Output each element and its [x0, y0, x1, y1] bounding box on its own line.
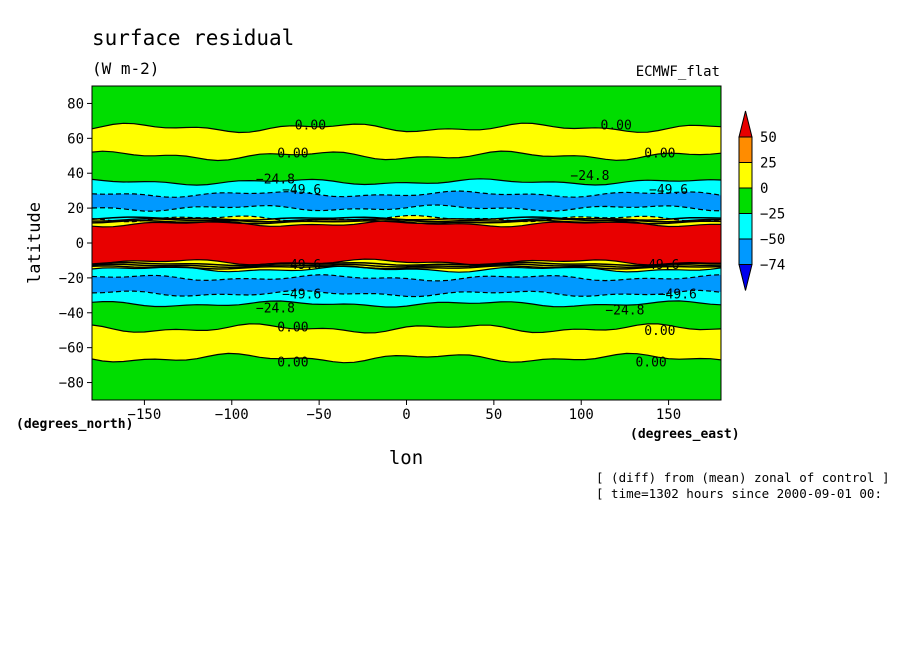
band-12: [92, 300, 721, 333]
y-tick-label: −40: [59, 306, 84, 322]
contour-labels: 0.00 0.000.00 0.00−24.8 −24.8−49.6 −49.6−49.…: [256, 118, 697, 370]
x-tick-label: 0: [402, 407, 410, 423]
band-3: [92, 178, 721, 198]
tropic-contour-4: [91, 263, 722, 268]
experiment-label: ECMWF_flat: [636, 64, 720, 80]
contour-label: 0.00: [644, 324, 675, 339]
contour-line-7: [91, 258, 721, 266]
contour-label: −49.6: [282, 288, 321, 303]
colorbar-label: 0: [760, 181, 768, 197]
contour-line-2: [91, 178, 722, 186]
contour-line-9: [91, 274, 722, 282]
x-axis-label: lon: [389, 447, 423, 469]
colorbar-segment: [738, 213, 753, 240]
contour-label: −49.6: [282, 258, 321, 273]
band-2: [92, 151, 721, 186]
contour-label: 0.00: [635, 356, 666, 371]
contour-line-13: [91, 352, 722, 364]
band-7: [92, 220, 721, 266]
contour-line-4: [91, 204, 722, 212]
contour-label: −49.6: [640, 258, 679, 273]
tropic-contour-2: [91, 216, 722, 221]
colorbar: 50 25 0 −25 −50 −74: [738, 110, 785, 291]
contour-label: 0.00: [277, 321, 308, 336]
contour-label: −24.8: [605, 303, 644, 318]
y-axis-ticks: 80 60 40 20 0 −20 −40 −60 −80: [59, 96, 92, 392]
x-tick-label: −50: [306, 407, 331, 423]
x-tick-label: 100: [569, 407, 594, 423]
contour-label: −24.8: [570, 169, 609, 184]
band-4: [92, 191, 721, 212]
contour-label: −49.6: [658, 288, 697, 303]
contour-label: −49.6: [282, 183, 321, 198]
tropic-contour-1: [91, 219, 722, 225]
filled-bands: [92, 86, 721, 400]
colorbar-top-arrow: [738, 110, 753, 138]
colorbar-segment: [738, 187, 753, 214]
contour-label: −49.6: [649, 183, 688, 198]
y-tick-label: 40: [67, 166, 84, 182]
contour-line-3: [91, 190, 722, 198]
tropic-contour-5: [91, 265, 722, 270]
chart-title: surface residual: [92, 26, 294, 50]
tropic-contour-3: [91, 261, 721, 267]
contour-line-1: [91, 150, 722, 162]
contour-line-10: [91, 289, 722, 298]
y-units-label: (degrees_north): [16, 417, 133, 432]
y-tick-label: 60: [67, 131, 84, 147]
footer-line-1: [ (diff) from (mean) zonal of control ]: [596, 470, 890, 485]
x-tick-label: −100: [215, 407, 249, 423]
x-units-label: (degrees_east): [630, 427, 740, 442]
band-14: [92, 353, 721, 400]
band-13: [92, 323, 721, 363]
chart-units: (W m-2): [92, 59, 159, 78]
y-tick-label: 20: [67, 201, 84, 217]
band-9: [92, 266, 721, 281]
colorbar-label: −50: [760, 232, 785, 248]
contour-label: 0.00: [295, 118, 326, 133]
colorbar-label: −74: [760, 258, 785, 274]
colorbar-label: 50: [760, 130, 777, 146]
y-tick-label: 80: [67, 96, 84, 112]
contour-label: 0.00: [277, 146, 308, 161]
contour-label: 0.00: [601, 118, 632, 133]
x-tick-label: −150: [128, 407, 162, 423]
contour-line-11: [91, 300, 722, 308]
colorbar-segment: [738, 238, 753, 265]
y-tick-label: −20: [59, 271, 84, 287]
colorbar-bottom-arrow: [738, 264, 753, 291]
footer-line-2: [ time=1302 hours since 2000-09-01 00:: [596, 486, 882, 501]
contour-lines: [91, 122, 722, 364]
colorbar-segment: [738, 162, 753, 189]
y-tick-label: 0: [76, 236, 84, 252]
colorbar-segment: [738, 136, 753, 163]
y-tick-label: −60: [59, 341, 84, 357]
colorbar-label: 25: [760, 156, 777, 172]
contour-label: 0.00: [644, 146, 675, 161]
x-axis-ticks: −150 −100 −50 0 50 100 150: [128, 400, 681, 423]
band-11: [92, 290, 721, 307]
contour-line-0: [91, 122, 722, 134]
contour-line-12: [91, 323, 722, 334]
colorbar-label: −25: [760, 207, 785, 223]
band-0: [92, 86, 721, 133]
y-axis-label: latitude: [25, 202, 45, 284]
x-tick-label: 50: [485, 407, 502, 423]
y-tick-label: −80: [59, 376, 84, 392]
contour-label: −24.8: [256, 172, 295, 187]
contour-label: −24.8: [256, 302, 295, 317]
contour-label: 0.00: [277, 356, 308, 371]
band-10: [92, 274, 721, 297]
x-tick-label: 150: [656, 407, 681, 423]
